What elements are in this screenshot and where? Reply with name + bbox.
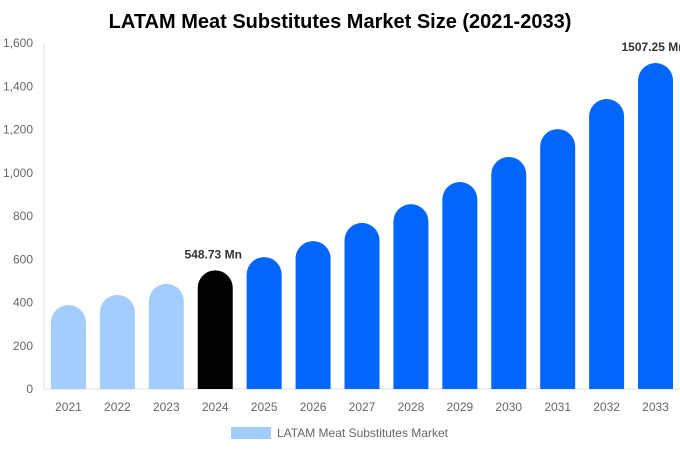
legend-swatch: [231, 427, 271, 439]
bar-2030[interactable]: [491, 156, 527, 389]
y-tick-label: 600: [13, 252, 33, 266]
legend-label[interactable]: LATAM Meat Substitutes Market: [277, 426, 449, 440]
y-tick-label: 0: [26, 382, 33, 396]
bar-2033[interactable]: [638, 63, 674, 390]
x-tick-label: 2033: [642, 400, 669, 414]
x-tick-label: 2030: [495, 400, 522, 414]
x-tick-label: 2028: [398, 400, 425, 414]
x-tick-label: 2023: [153, 400, 180, 414]
x-tick-label: 2027: [349, 400, 376, 414]
bar-2031[interactable]: [540, 129, 576, 389]
y-tick-label: 1,400: [3, 79, 33, 93]
bar-2027[interactable]: [344, 222, 380, 389]
x-tick-label: 2024: [202, 400, 229, 414]
bar-2022[interactable]: [99, 294, 135, 389]
x-tick-label: 2026: [300, 400, 327, 414]
bar-2032[interactable]: [589, 99, 625, 389]
x-tick-label: 2022: [104, 400, 131, 414]
data-label-2033: 1507.25 Mn: [622, 40, 680, 54]
y-tick-label: 1,000: [3, 166, 33, 180]
y-tick-label: 1,600: [3, 36, 33, 50]
bar-2021[interactable]: [50, 305, 86, 389]
bar-2026[interactable]: [295, 241, 331, 389]
bar-2024[interactable]: [197, 270, 233, 389]
y-tick-label: 1,200: [3, 123, 33, 137]
bar-2025[interactable]: [246, 257, 282, 389]
x-tick-label: 2031: [544, 400, 571, 414]
data-label-2024: 548.73 Mn: [185, 247, 242, 261]
x-tick-label: 2021: [55, 400, 82, 414]
x-tick-label: 2025: [251, 400, 278, 414]
x-tick-label: 2032: [593, 400, 620, 414]
bar-2028[interactable]: [393, 204, 429, 389]
bar-2023[interactable]: [148, 283, 184, 389]
chart-title: LATAM Meat Substitutes Market Size (2021…: [109, 11, 572, 33]
y-tick-label: 800: [13, 209, 33, 223]
y-tick-label: 200: [13, 339, 33, 353]
bar-2029[interactable]: [442, 182, 478, 389]
y-tick-label: 400: [13, 296, 33, 310]
x-tick-label: 2029: [446, 400, 473, 414]
